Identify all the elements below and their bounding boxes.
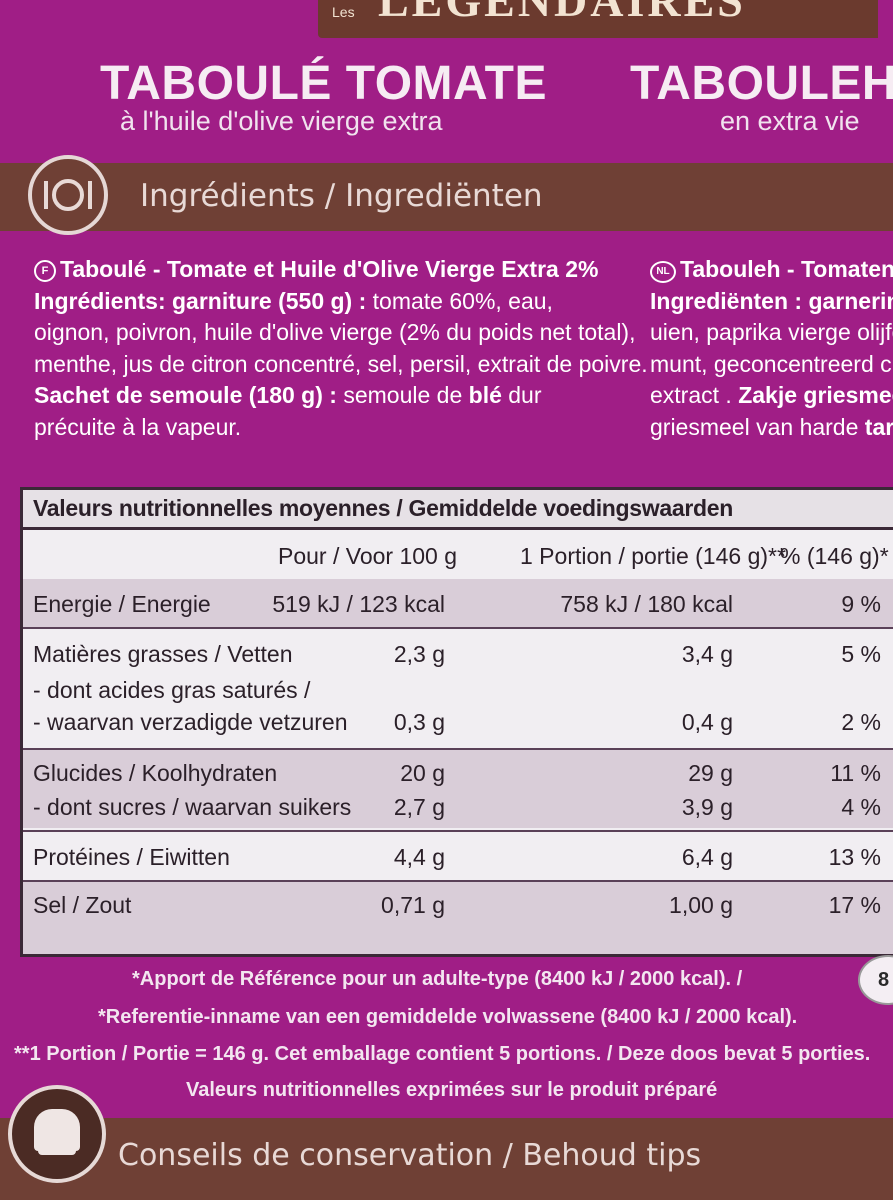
nutrition-row-energy: Energie / Energie 519 kJ / 123 kcal 758 … <box>23 579 893 627</box>
column-header-percent: % (146 g)* <box>780 543 889 569</box>
nutrition-row-carbs-group: Glucides / Koolhydraten 20 g 29 g 11 % -… <box>23 748 893 828</box>
row-value-100g: 20 g <box>400 760 445 786</box>
row-value-percent-sugars: 4 % <box>841 794 881 820</box>
fr-ingredients-line3: oignon, poivron, huile d'olive vierge (2… <box>34 319 636 345</box>
row-label: Protéines / Eiwitten <box>33 844 230 870</box>
row-label: Energie / Energie <box>33 591 211 617</box>
fr-line5-regular2: dur <box>501 382 542 408</box>
chef-hat-shape <box>34 1109 80 1155</box>
fr-ingredients-line1: F Taboulé - Tomate et Huile d'Olive Vierg… <box>34 255 598 284</box>
fr-ingredients-line4: menthe, jus de citron concentré, sel, pe… <box>34 351 648 377</box>
brand-banner: Les LEGENDAIRES <box>318 0 878 38</box>
subtitle-nl: en extra vie <box>720 106 860 136</box>
row-value-portion: 0,4 g <box>681 709 733 735</box>
nl-ingredients-line4: munt, geconcentreerd cit <box>650 351 893 377</box>
fr-language-marker: F <box>34 260 56 282</box>
nl-line5-bold: Zakje griesmeel <box>738 382 893 408</box>
title-nl: TABOULEH <box>630 57 893 110</box>
nl-line6-regular: griesmeel van harde <box>650 414 865 440</box>
ingredients-band-label: Ingrédients / Ingrediënten <box>140 178 543 214</box>
fr-line5-bold2: blé <box>468 382 502 408</box>
row-value-portion: 29 g <box>688 760 733 786</box>
row-value-100g: 4,4 g <box>393 844 445 870</box>
nl-ingredients-line6: griesmeel van harde tarw <box>650 413 893 442</box>
nl-line1: Tabouleh - Tomaten <box>680 256 893 282</box>
brand-banner-small: Les <box>332 4 355 20</box>
subtitle-fr: à l'huile d'olive vierge extra <box>120 106 443 136</box>
nutrition-table-title: Valeurs nutritionnelles moyennes / Gemid… <box>33 495 734 521</box>
column-header-per-portion: 1 Portion / portie (146 g)** <box>520 543 786 569</box>
chef-hat-icon <box>8 1085 106 1183</box>
nutrition-row-fat: Matières grasses / Vetten 2,3 g 3,4 g 5 … <box>23 627 893 675</box>
nl-ingredients-line2: Ingrediënten : garnerin <box>650 287 893 316</box>
nl-line5-regular: extract . <box>650 382 739 408</box>
row-label-sugars: - dont sucres / waarvan suikers <box>33 794 352 820</box>
row-label-nl: - waarvan verzadigde vetzuren <box>33 709 348 735</box>
row-value-100g: 2,3 g <box>393 641 445 667</box>
row-value-100g: 0,3 g <box>393 709 445 735</box>
row-value-percent: 2 % <box>841 709 881 735</box>
nl-language-marker: NL <box>650 261 676 283</box>
nl-ingredients-line3: uien, paprika vierge olijfolie <box>650 319 893 345</box>
footnote-portion: **1 Portion / Portie = 146 g. Cet emball… <box>14 1043 871 1065</box>
nl-ingredients-line5: extract . Zakje griesmeel <box>650 381 893 410</box>
row-value-portion: 3,4 g <box>681 641 733 667</box>
fr-line1-b: - Tomate et Huile d'Olive Vierge Extra 2… <box>146 256 599 282</box>
fr-line5-bold: Sachet de semoule (180 g) : <box>34 382 337 408</box>
row-value-portion: 758 kJ / 180 kcal <box>560 591 733 617</box>
fr-ingredients-line2: Ingrédients: garniture (550 g) : tomate … <box>34 287 553 316</box>
title-fr: TABOULÉ TOMATE <box>100 57 547 110</box>
footnote-reference-fr: *Apport de Référence pour un adulte-type… <box>132 968 743 990</box>
ingredients-band <box>0 163 893 231</box>
row-value-portion-sugars: 3,9 g <box>681 794 733 820</box>
nutrition-row-protein: Protéines / Eiwitten 4,4 g 6,4 g 13 % <box>23 830 893 880</box>
row-label: - dont acides gras saturés / <box>33 677 311 703</box>
row-value-percent: 17 % <box>828 892 881 918</box>
row-value-portion: 6,4 g <box>681 844 733 870</box>
nutrition-row-saturates: - dont acides gras saturés / - waarvan v… <box>23 675 893 745</box>
fr-line2-regular: tomate 60%, eau, <box>366 288 553 314</box>
brand-banner-text: LEGENDAIRES <box>378 0 746 26</box>
portion-count-badge: 8 <box>858 955 893 1005</box>
fr-line1-a: Taboulé <box>60 256 147 282</box>
nl-line6-bold: tarw <box>864 414 893 440</box>
fr-ingredients-line5: Sachet de semoule (180 g) : semoule de b… <box>34 381 542 410</box>
nl-ingredients-line1: NL Tabouleh - Tomaten <box>650 255 893 284</box>
storage-band <box>0 1118 893 1200</box>
fr-ingredients-line6: précuite à la vapeur. <box>34 414 242 440</box>
nl-line2: Ingrediënten : garnerin <box>650 288 893 314</box>
column-header-per-100g: Pour / Voor 100 g <box>278 543 458 569</box>
nutrition-column-headers: Pour / Voor 100 g 1 Portion / portie (14… <box>23 533 893 579</box>
row-value-percent: 13 % <box>828 844 881 870</box>
row-value-100g-sugars: 2,7 g <box>393 794 445 820</box>
footnote-reference-nl: *Referentie-inname van een gemiddelde vo… <box>98 1006 798 1028</box>
nutrition-table-header: Valeurs nutritionnelles moyennes / Gemid… <box>23 490 893 530</box>
storage-band-label: Conseils de conservation / Behoud tips <box>118 1138 702 1173</box>
row-label: Sel / Zout <box>33 892 132 918</box>
plate-cutlery-icon <box>28 155 108 235</box>
row-value-100g: 0,71 g <box>381 892 445 918</box>
row-value-percent: 9 % <box>841 591 881 617</box>
nutrition-row-salt: Sel / Zout 0,71 g 1,00 g 17 % <box>23 880 893 954</box>
row-value-percent: 11 % <box>830 760 881 786</box>
row-label: Matières grasses / Vetten <box>33 641 293 667</box>
row-label: Glucides / Koolhydraten <box>33 760 278 786</box>
fr-line5-regular1: semoule de <box>336 382 469 408</box>
row-value-100g: 519 kJ / 123 kcal <box>272 591 445 617</box>
fr-line2-bold: Ingrédients: garniture (550 g) : <box>34 288 367 314</box>
nutrition-table: Valeurs nutritionnelles moyennes / Gemid… <box>20 487 893 957</box>
footnote-prepared: Valeurs nutritionnelles exprimées sur le… <box>186 1079 718 1101</box>
row-value-portion: 1,00 g <box>669 892 733 918</box>
row-value-percent: 5 % <box>841 641 881 667</box>
